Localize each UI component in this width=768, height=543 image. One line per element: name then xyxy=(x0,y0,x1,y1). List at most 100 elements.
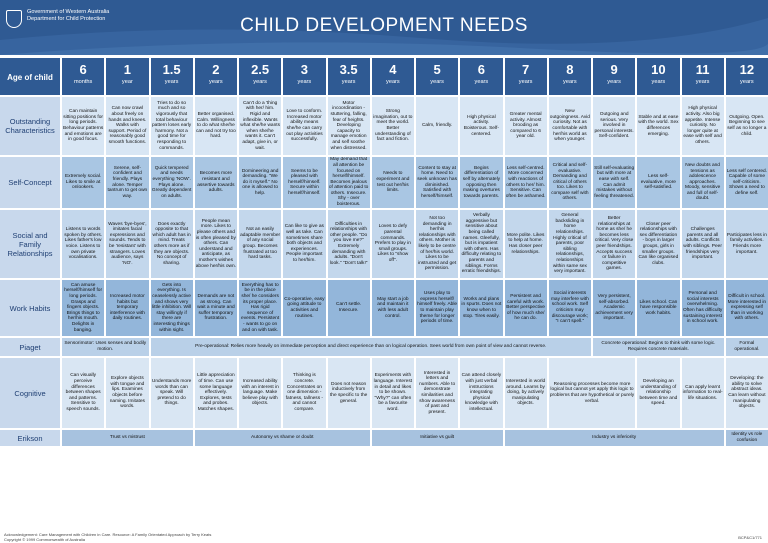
work-habits-cell: Very persistent, self-absorbed. Academic… xyxy=(591,278,636,336)
age-column-header: 2 years xyxy=(192,55,237,95)
cognitive-cell: Can visually perceive differences betwee… xyxy=(60,356,105,428)
outstanding-characteristics-cell: High physical activity. Also big appetit… xyxy=(679,95,724,155)
work-habits-cell: Social interests may interfere with scho… xyxy=(546,278,591,336)
cognitive-cell: Can attend closely with just verbal inst… xyxy=(458,356,503,428)
age-unit: years xyxy=(518,79,533,85)
work-habits-cell: Personal and social interests overwhelmi… xyxy=(679,278,724,336)
age-number: 1.5 xyxy=(162,62,181,77)
header-banner: Government of Western Australia Departme… xyxy=(0,0,768,55)
work-habits-cell: Co-operative, easy going attitude to act… xyxy=(281,278,326,336)
self-concept-cell: New doubts and tensions as adolescence a… xyxy=(679,155,724,208)
development-grid: Age of child 6 months 1 year 1.5 years 2 years 2.… xyxy=(0,55,768,529)
social-family-relationships-cell: Not too demanding in her/his relationshi… xyxy=(414,208,459,278)
work-habits-cell: Demands are not as strong. Can wait a mi… xyxy=(192,278,237,336)
age-unit: years xyxy=(430,79,444,85)
row-label-self-concept: Self-Concept xyxy=(0,155,60,208)
age-number: 6 xyxy=(477,62,485,77)
self-concept-cell: Less self-evaluative, more self-satisfie… xyxy=(635,155,680,208)
cognitive-cell: Developing: the ability to solve abstrac… xyxy=(723,356,768,428)
age-column-header: 3 years xyxy=(281,55,326,95)
government-logo: Government of Western Australia Departme… xyxy=(6,9,109,28)
age-column-header: 3.5 years xyxy=(325,55,370,95)
outstanding-characteristics-cell: Strong imagination, out to meet the worl… xyxy=(369,95,414,155)
self-concept-cell: Still self-evaluating but with more at e… xyxy=(591,155,636,208)
social-family-relationships-cell: Listens to words spoken by others. Likes… xyxy=(60,208,105,278)
outstanding-characteristics-cell: Can't do a 'thing with her/ him. Rigid a… xyxy=(237,95,282,155)
age-unit: years xyxy=(740,79,754,85)
age-unit: years xyxy=(341,79,356,85)
cognitive-cell: Explore objects with tongue and lips. Ex… xyxy=(104,356,149,428)
cognitive-cell: Developing an understanding of relations… xyxy=(635,356,680,428)
age-column-header: 5 years xyxy=(414,55,459,95)
work-habits-cell: May start a job and maintain it with les… xyxy=(369,278,414,336)
work-habits-cell: Can amuse herself/himself for long perio… xyxy=(60,278,105,336)
outstanding-characteristics-cell: Can maintain sitting positions for long … xyxy=(60,95,105,155)
age-unit: years xyxy=(695,79,710,85)
footer-copyright: Copyright © 1999 Commonwealth of Austral… xyxy=(4,537,85,542)
cognitive-cell: Little appreciation of time. Can use som… xyxy=(192,356,237,428)
age-unit: months xyxy=(73,79,93,85)
outstanding-characteristics-cell: Motor incoordination - stuttering, falli… xyxy=(325,95,370,155)
social-family-relationships-cell: Verbally aggressive but sensitive about … xyxy=(458,208,503,278)
self-concept-cell: Less self centered. Capable of some self… xyxy=(723,155,768,208)
social-family-relationships-cell: Does exactly opposite to that which adul… xyxy=(148,208,193,278)
outstanding-characteristics-cell: Stable and at ease with the world. Sex d… xyxy=(635,95,680,155)
self-concept-cell: Content to stay at home. Need to seek un… xyxy=(414,155,459,208)
crest-icon xyxy=(6,10,22,28)
cognitive-cell: Interested in letters and numbers. Able … xyxy=(414,356,459,428)
age-unit: years xyxy=(651,79,666,85)
age-label-cell: Age of child xyxy=(0,55,60,95)
document-code: BCP&C1/771 xyxy=(738,535,762,540)
outstanding-characteristics-cell: Love to conform. Increased motor ability… xyxy=(281,95,326,155)
work-habits-cell: Can't settle. Insecure. xyxy=(325,278,370,336)
work-habits-cell: Gets into everything. Is ceaselessly act… xyxy=(148,278,193,336)
age-number: 6 xyxy=(79,62,87,77)
logo-line-2: Department for Child Protection xyxy=(27,16,106,22)
age-number: 1 xyxy=(123,62,131,77)
cognitive-cell: Does not reason inductively from the spe… xyxy=(325,356,370,428)
logo-line-1: Government of Western Australia xyxy=(27,9,110,15)
work-habits-cell: Increased motor habits but temporary int… xyxy=(104,278,149,336)
outstanding-characteristics-cell: Calm, friendly. xyxy=(414,95,459,155)
age-column-header: 4 years xyxy=(369,55,414,95)
cognitive-cell: Understands more words than can speak. W… xyxy=(148,356,193,428)
age-number: 4 xyxy=(389,62,397,77)
row-label-social-family-relationships: Social and Family Relationships xyxy=(0,208,60,278)
self-concept-cell: Begins differentiation of self by altern… xyxy=(458,155,503,208)
piaget-concrete-operational: Concrete operational: Begins to think wi… xyxy=(591,336,724,356)
erikson-autonomy: Autonomy vs shame or doubt xyxy=(192,428,370,446)
age-unit: years xyxy=(297,79,312,85)
piaget-pre-operational: Pre-operational: Relies more heavily on … xyxy=(148,336,591,356)
work-habits-cell: Difficult in school. More interested in … xyxy=(723,278,768,336)
age-column-header: 8 years xyxy=(546,55,591,95)
self-concept-cell: May demand that all attention be focused… xyxy=(325,155,370,208)
age-column-header: 1.5 years xyxy=(148,55,193,95)
outstanding-characteristics-cell: Can now crawl about freely on hands and … xyxy=(104,95,149,155)
age-unit: years xyxy=(474,79,489,85)
age-column-header: 9 years xyxy=(591,55,636,95)
cognitive-cell: Increased ability with an interest in la… xyxy=(237,356,282,428)
social-family-relationships-cell: Better relationships at home as she/ he … xyxy=(591,208,636,278)
age-number: 10 xyxy=(651,62,666,77)
age-unit: years xyxy=(386,79,400,85)
social-family-relationships-cell: Waves 'bye-byes', imitates facial expres… xyxy=(104,208,149,278)
outstanding-characteristics-cell: Outgoing and serious. Very involved in p… xyxy=(591,95,636,155)
age-column-header: 1 year xyxy=(104,55,149,95)
age-number: 7 xyxy=(522,62,530,77)
age-column-header: 11 years xyxy=(679,55,724,95)
age-label: Age of child xyxy=(7,73,53,82)
erikson-identity: Identity vs role confusion xyxy=(723,428,768,446)
self-concept-cell: Critical and self-evaluative. Demanding … xyxy=(546,155,591,208)
age-unit: years xyxy=(607,79,621,85)
age-number: 3 xyxy=(300,62,308,77)
age-unit: years xyxy=(563,79,577,85)
self-concept-cell: Quick tempered and needs everything 'NOW… xyxy=(148,155,193,208)
age-number: 8 xyxy=(566,62,574,77)
row-label-cognitive: Cognitive xyxy=(0,356,60,428)
piaget-sensorimotor: Sensorimotor: Uses senses and bodily mot… xyxy=(60,336,149,356)
age-number: 9 xyxy=(610,62,618,77)
footer: Acknowledgement: Care Management with Ch… xyxy=(4,532,211,542)
age-column-header: 10 years xyxy=(635,55,680,95)
age-unit: year xyxy=(121,79,133,85)
cognitive-cell: Experiments with language. Interest in d… xyxy=(369,356,414,428)
